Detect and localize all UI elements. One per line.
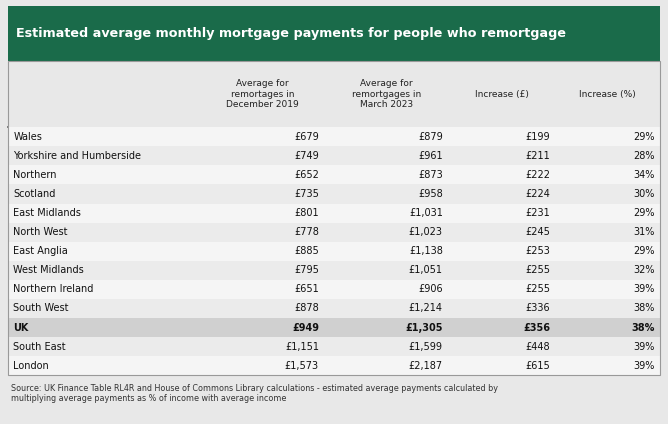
Text: 39%: 39% (633, 342, 655, 351)
Text: £224: £224 (526, 189, 550, 199)
Text: £873: £873 (418, 170, 443, 180)
Text: £253: £253 (526, 246, 550, 256)
Text: £255: £255 (525, 265, 550, 275)
Text: £961: £961 (418, 151, 443, 161)
Text: £336: £336 (526, 304, 550, 313)
Text: Yorkshire and Humberside: Yorkshire and Humberside (13, 151, 142, 161)
Text: 32%: 32% (633, 265, 655, 275)
Text: £448: £448 (526, 342, 550, 351)
Text: Increase (%): Increase (%) (579, 90, 636, 99)
Text: £199: £199 (526, 132, 550, 142)
Text: 31%: 31% (633, 227, 655, 237)
Text: East Midlands: East Midlands (13, 208, 81, 218)
Text: 29%: 29% (633, 132, 655, 142)
Text: £211: £211 (526, 151, 550, 161)
Text: London: London (13, 361, 49, 371)
Text: Scotland: Scotland (13, 189, 55, 199)
Text: £1,138: £1,138 (409, 246, 443, 256)
Text: 29%: 29% (633, 246, 655, 256)
Text: £1,599: £1,599 (409, 342, 443, 351)
Text: £2,187: £2,187 (409, 361, 443, 371)
Text: £878: £878 (294, 304, 319, 313)
Text: £795: £795 (294, 265, 319, 275)
Text: £1,214: £1,214 (409, 304, 443, 313)
Text: £801: £801 (294, 208, 319, 218)
Text: £749: £749 (294, 151, 319, 161)
Text: £652: £652 (294, 170, 319, 180)
Text: South West: South West (13, 304, 69, 313)
Text: West Midlands: West Midlands (13, 265, 84, 275)
Text: £735: £735 (294, 189, 319, 199)
Text: £1,051: £1,051 (409, 265, 443, 275)
Text: £1,573: £1,573 (285, 361, 319, 371)
Text: 39%: 39% (633, 361, 655, 371)
Text: 29%: 29% (633, 208, 655, 218)
Text: £778: £778 (294, 227, 319, 237)
Text: South East: South East (13, 342, 66, 351)
Text: £885: £885 (294, 246, 319, 256)
Text: £949: £949 (292, 323, 319, 332)
Text: £1,305: £1,305 (405, 323, 443, 332)
Text: Average for
remortages in
December 2019: Average for remortages in December 2019 (226, 79, 299, 109)
Text: £958: £958 (418, 189, 443, 199)
Text: Wales: Wales (13, 132, 42, 142)
Text: £255: £255 (525, 285, 550, 294)
Text: £651: £651 (294, 285, 319, 294)
Text: 38%: 38% (631, 323, 655, 332)
Text: £1,151: £1,151 (285, 342, 319, 351)
Text: UK: UK (13, 323, 29, 332)
Text: East Anglia: East Anglia (13, 246, 68, 256)
Text: £1,023: £1,023 (409, 227, 443, 237)
Text: 34%: 34% (633, 170, 655, 180)
Text: 38%: 38% (633, 304, 655, 313)
Text: Source: UK Finance Table RL4R and House of Commons Library calculations - estima: Source: UK Finance Table RL4R and House … (11, 384, 498, 403)
Text: £222: £222 (525, 170, 550, 180)
Text: £356: £356 (523, 323, 550, 332)
Text: Northern Ireland: Northern Ireland (13, 285, 94, 294)
Text: 28%: 28% (633, 151, 655, 161)
Text: North West: North West (13, 227, 68, 237)
Text: £615: £615 (526, 361, 550, 371)
Text: Northern: Northern (13, 170, 57, 180)
Text: 30%: 30% (633, 189, 655, 199)
Text: £245: £245 (526, 227, 550, 237)
Text: 39%: 39% (633, 285, 655, 294)
Text: £879: £879 (418, 132, 443, 142)
Text: Increase (£): Increase (£) (475, 90, 529, 99)
Text: £906: £906 (418, 285, 443, 294)
Text: £1,031: £1,031 (409, 208, 443, 218)
Text: Average for
remortgages in
March 2023: Average for remortgages in March 2023 (351, 79, 421, 109)
Text: £231: £231 (526, 208, 550, 218)
Text: £679: £679 (294, 132, 319, 142)
Text: Estimated average monthly mortgage payments for people who remortgage: Estimated average monthly mortgage payme… (16, 28, 566, 40)
